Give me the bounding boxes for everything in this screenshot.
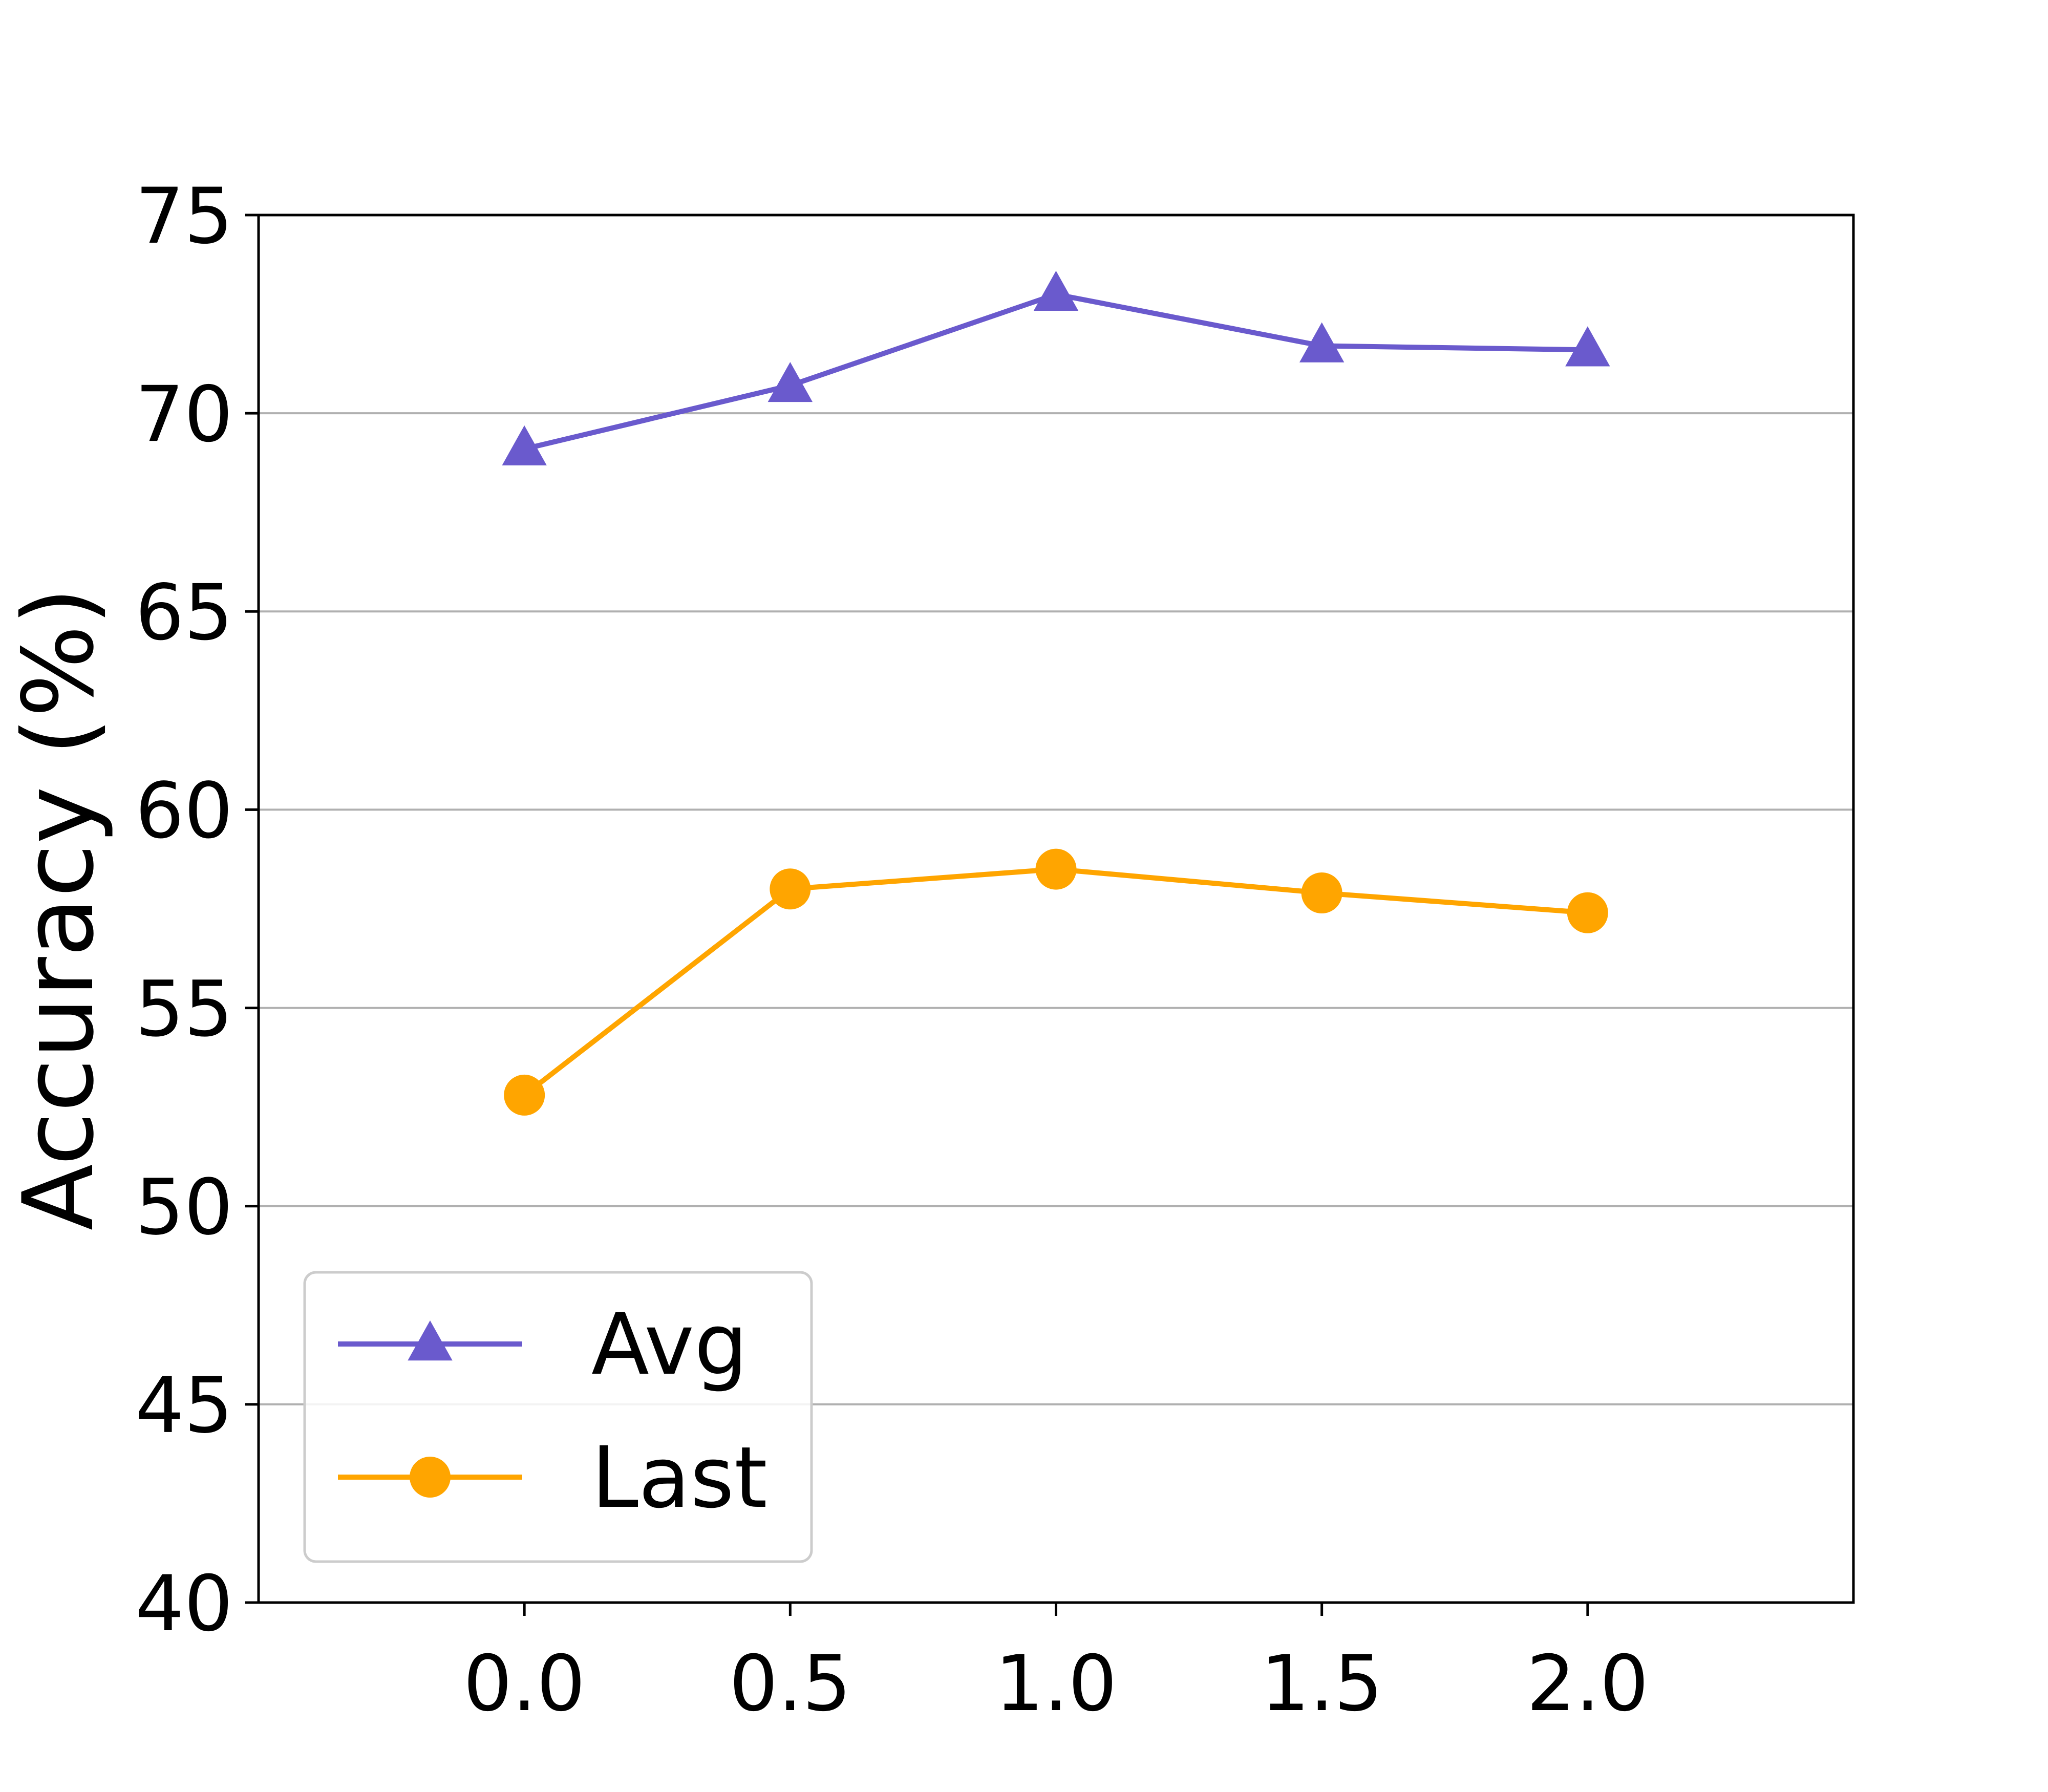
- y-tick-label: 70: [135, 370, 233, 459]
- x-tick-label: 0.0: [463, 1639, 586, 1729]
- data-point-last: [770, 868, 811, 910]
- grid-lines: [259, 412, 1853, 1405]
- legend-label-avg: Avg: [591, 1295, 748, 1394]
- x-tick-label: 1.5: [1261, 1639, 1383, 1729]
- data-point-avg: [1033, 270, 1079, 311]
- series-group: [502, 270, 1610, 1116]
- data-point-avg: [1565, 326, 1610, 367]
- legend-marker-avg: [408, 1320, 453, 1361]
- legend: Avg Last: [303, 1271, 813, 1563]
- y-tick-label: 75: [135, 172, 233, 261]
- data-point-avg: [1299, 322, 1345, 362]
- x-axis-ticks: 0.0 0.5 1.0 1.5 2.0: [463, 1603, 1649, 1729]
- x-tick-label: 1.0: [995, 1639, 1117, 1729]
- series-line-avg: [524, 291, 1588, 452]
- series-line-last: [523, 866, 1588, 1097]
- legend-label-last: Last: [591, 1428, 767, 1527]
- data-point-last: [1035, 848, 1077, 890]
- y-tick-label: 40: [135, 1560, 233, 1649]
- y-axis-title: Accuracy (%): [2, 587, 115, 1231]
- y-tick-label: 60: [135, 766, 233, 856]
- x-tick-label: 2.0: [1527, 1639, 1649, 1729]
- y-tick-label: 45: [135, 1361, 233, 1450]
- data-point-avg: [767, 361, 813, 402]
- y-axis-ticks: 40 45 50 55 60 65 70 75: [135, 172, 259, 1649]
- y-tick-label: 55: [135, 965, 233, 1054]
- data-point-last: [504, 1074, 545, 1116]
- y-tick-label: 65: [135, 568, 233, 657]
- series-last: [504, 848, 1608, 1116]
- data-point-avg: [502, 425, 547, 466]
- data-point-last: [1301, 872, 1342, 914]
- legend-marker-last: [410, 1457, 451, 1498]
- data-point-last: [1567, 892, 1608, 933]
- x-tick-label: 0.5: [729, 1639, 851, 1729]
- y-tick-label: 50: [135, 1163, 233, 1252]
- series-avg: [502, 270, 1610, 466]
